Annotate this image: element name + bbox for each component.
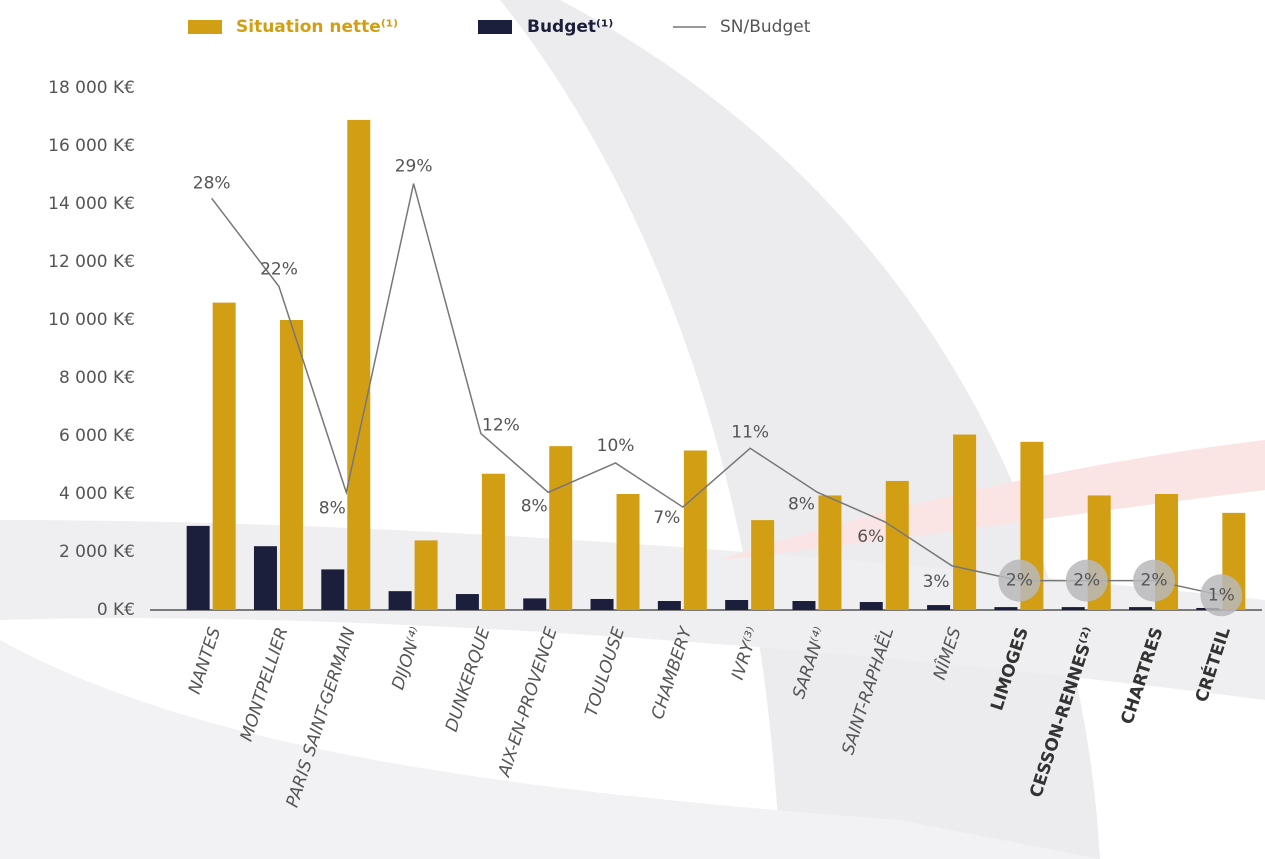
bar (751, 520, 774, 610)
data-label: 2% (1141, 571, 1168, 591)
bar (321, 569, 344, 610)
bar (1062, 607, 1085, 610)
data-label: 10% (597, 436, 635, 456)
legend-label: Budget⁽¹⁾ (527, 17, 613, 37)
bar (860, 602, 883, 610)
bar (415, 540, 438, 610)
data-label: 28% (193, 173, 231, 193)
bar (1129, 607, 1152, 610)
data-label: 8% (788, 494, 815, 514)
bar (280, 320, 303, 610)
data-label: 2% (1073, 571, 1100, 591)
bar (684, 451, 707, 611)
y-tick-label: 10 000 K€ (48, 310, 135, 330)
y-tick-label: 6 000 K€ (59, 426, 135, 446)
bar (456, 594, 479, 610)
bar (994, 607, 1017, 610)
data-label: 29% (395, 157, 433, 177)
data-label: 1% (1208, 585, 1235, 605)
data-label: 2% (1006, 571, 1033, 591)
legend-swatch (478, 20, 512, 34)
data-label: 12% (482, 416, 520, 436)
bar (389, 591, 412, 610)
x-tick-label: DIJON⁽⁴⁾ (388, 625, 427, 692)
bar (591, 599, 614, 610)
legend-label: Situation nette⁽¹⁾ (236, 17, 398, 37)
data-label: 11% (731, 422, 769, 442)
y-tick-label: 14 000 K€ (48, 194, 135, 214)
bar (347, 120, 370, 610)
bar (886, 481, 909, 610)
data-label: 6% (857, 527, 884, 547)
y-tick-label: 16 000 K€ (48, 136, 135, 156)
x-tick-label: AIX-EN-PROVENCE (494, 625, 561, 780)
bar (792, 601, 815, 610)
bar (927, 605, 950, 610)
background-decoration (0, 0, 1265, 859)
y-tick-label: 18 000 K€ (48, 78, 135, 98)
y-tick-label: 8 000 K€ (59, 368, 135, 388)
data-label: 22% (260, 260, 298, 280)
bar (953, 435, 976, 610)
y-tick-label: 4 000 K€ (59, 484, 135, 504)
x-tick-label: NANTES (185, 625, 225, 697)
x-tick-label: MONTPELLIER (237, 625, 293, 744)
legend-label: SN/Budget (720, 17, 811, 37)
bar (187, 526, 210, 610)
data-label: 8% (521, 496, 548, 516)
bar (482, 474, 505, 610)
y-tick-label: 0 K€ (97, 600, 135, 620)
bar (658, 601, 681, 610)
bar (254, 546, 277, 610)
x-tick-label: DUNKERQUE (442, 625, 495, 735)
data-label: 3% (923, 572, 950, 592)
data-label: 8% (319, 498, 346, 518)
y-tick-label: 2 000 K€ (59, 542, 135, 562)
bar (549, 446, 572, 610)
bar (818, 495, 841, 610)
bar (523, 598, 546, 610)
bar (213, 303, 236, 610)
bar (617, 494, 640, 610)
chart: Situation nette⁽¹⁾ Budget⁽¹⁾ SN/Budget 0… (0, 0, 1265, 859)
bar (725, 600, 748, 610)
legend-swatch (188, 20, 222, 34)
y-tick-label: 12 000 K€ (48, 252, 135, 272)
x-tick-label: TOULOUSE (581, 625, 629, 719)
data-label: 7% (653, 508, 680, 528)
